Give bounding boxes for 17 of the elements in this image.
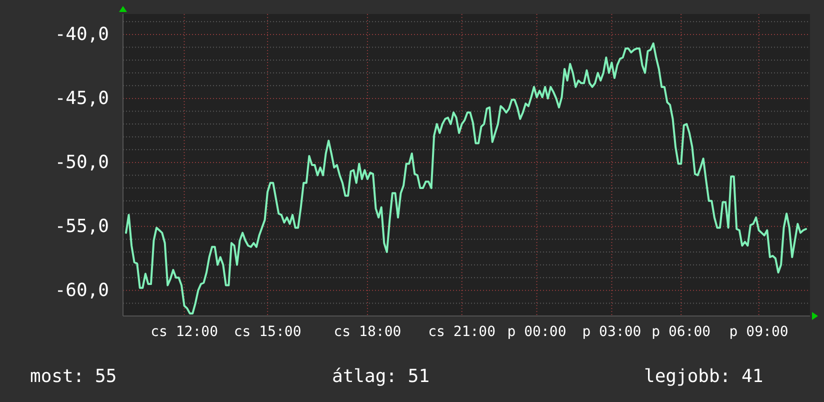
x-tick-label: cs 21:00: [428, 324, 496, 340]
y-tick-label: -40,0: [54, 24, 109, 45]
text: legjobb: 41: [644, 366, 764, 387]
line-series: [125, 42, 807, 314]
x-tick-label: p 03:00: [582, 324, 642, 340]
text: átlag: 51: [332, 366, 430, 387]
x-tick-label: p 00:00: [507, 324, 566, 340]
y-tick-label: -50,0: [54, 152, 109, 173]
x-tick-label: p 09:00: [729, 324, 788, 340]
text: most: 55: [30, 366, 117, 387]
x-tick-label: cs 12:00: [150, 324, 218, 340]
y-tick-label: -60,0: [54, 280, 109, 301]
x-tick-label: cs 15:00: [234, 324, 302, 340]
x-tick-label: p 06:00: [652, 324, 711, 340]
y-tick-label: -55,0: [54, 216, 109, 237]
y-tick-label: -45,0: [54, 88, 109, 109]
x-tick-label: cs 18:00: [334, 324, 402, 340]
